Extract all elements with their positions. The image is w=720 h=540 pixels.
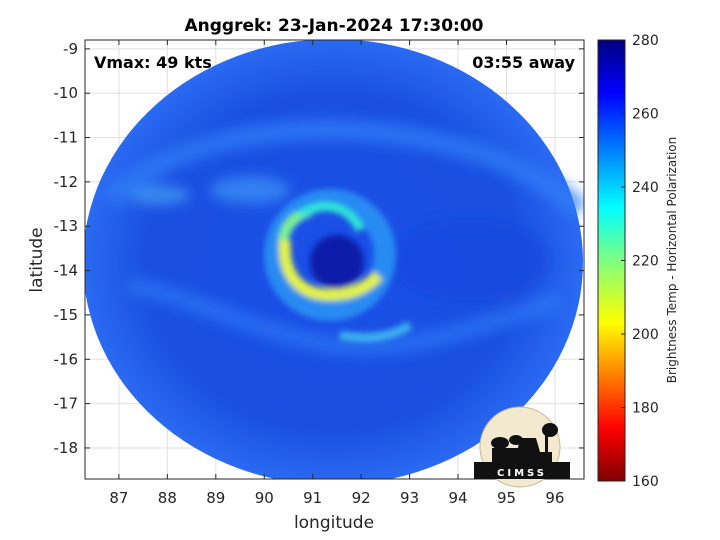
y-tick-label: -18 (54, 439, 79, 457)
colorbar-ticks: 160 180 200 220 240 260 280 (621, 33, 659, 490)
y-tick-label: -12 (54, 173, 79, 191)
colorbar (598, 40, 625, 481)
x-tick-label: 87 (109, 489, 128, 507)
y-axis-label: latitude (27, 227, 47, 292)
x-tick-label: 92 (352, 489, 371, 507)
microwave-swath (85, 40, 584, 479)
colorbar-tick-label: 160 (632, 474, 659, 490)
y-tick-label: -11 (54, 129, 79, 147)
colorbar-tick-label: 260 (632, 107, 659, 123)
y-tick-label: -15 (54, 306, 79, 324)
y-tick-label: -10 (54, 84, 79, 102)
y-tick-label: -16 (54, 350, 79, 368)
x-axis: 87 88 89 90 91 92 93 94 95 96 (109, 40, 564, 507)
x-tick-label: 90 (255, 489, 274, 507)
x-tick-label: 96 (545, 489, 564, 507)
y-tick-label: -17 (54, 395, 79, 413)
eyewall-spiral (264, 189, 413, 343)
colorbar-tick-label: 180 (632, 401, 659, 417)
logo-text: CIMSS (497, 468, 547, 479)
x-tick-label: 95 (497, 489, 516, 507)
y-tick-label: -9 (63, 40, 78, 58)
chart-title: Anggrek: 23-Jan-2024 17:30:00 (184, 16, 483, 36)
axes-frame (84, 39, 585, 480)
x-tick-label: 91 (303, 489, 322, 507)
x-tick-label: 89 (206, 489, 225, 507)
colorbar-label: Brightness Temp - Horizontal Polarizatio… (665, 137, 679, 384)
cloud-bands (102, 118, 584, 357)
x-axis-label: longitude (294, 513, 374, 533)
time-away-annotation: 03:55 away (472, 53, 575, 72)
x-tick-label: 88 (158, 489, 177, 507)
y-tick-label: -14 (54, 262, 79, 280)
y-tick-label: -13 (54, 217, 79, 235)
eye (310, 235, 364, 289)
vmax-annotation: Vmax: 49 kts (94, 53, 212, 72)
cimss-logo: CIMSS (474, 406, 570, 488)
x-tick-label: 94 (448, 489, 467, 507)
colorbar-tick-label: 200 (632, 327, 659, 343)
colorbar-tick-label: 220 (632, 254, 659, 270)
x-tick-label: 93 (400, 489, 419, 507)
y-axis: -9 -10 -11 -12 -13 -14 -15 -16 -17 -18 (54, 40, 584, 457)
colorbar-tick-label: 280 (632, 33, 659, 49)
colorbar-tick-label: 240 (632, 180, 659, 196)
